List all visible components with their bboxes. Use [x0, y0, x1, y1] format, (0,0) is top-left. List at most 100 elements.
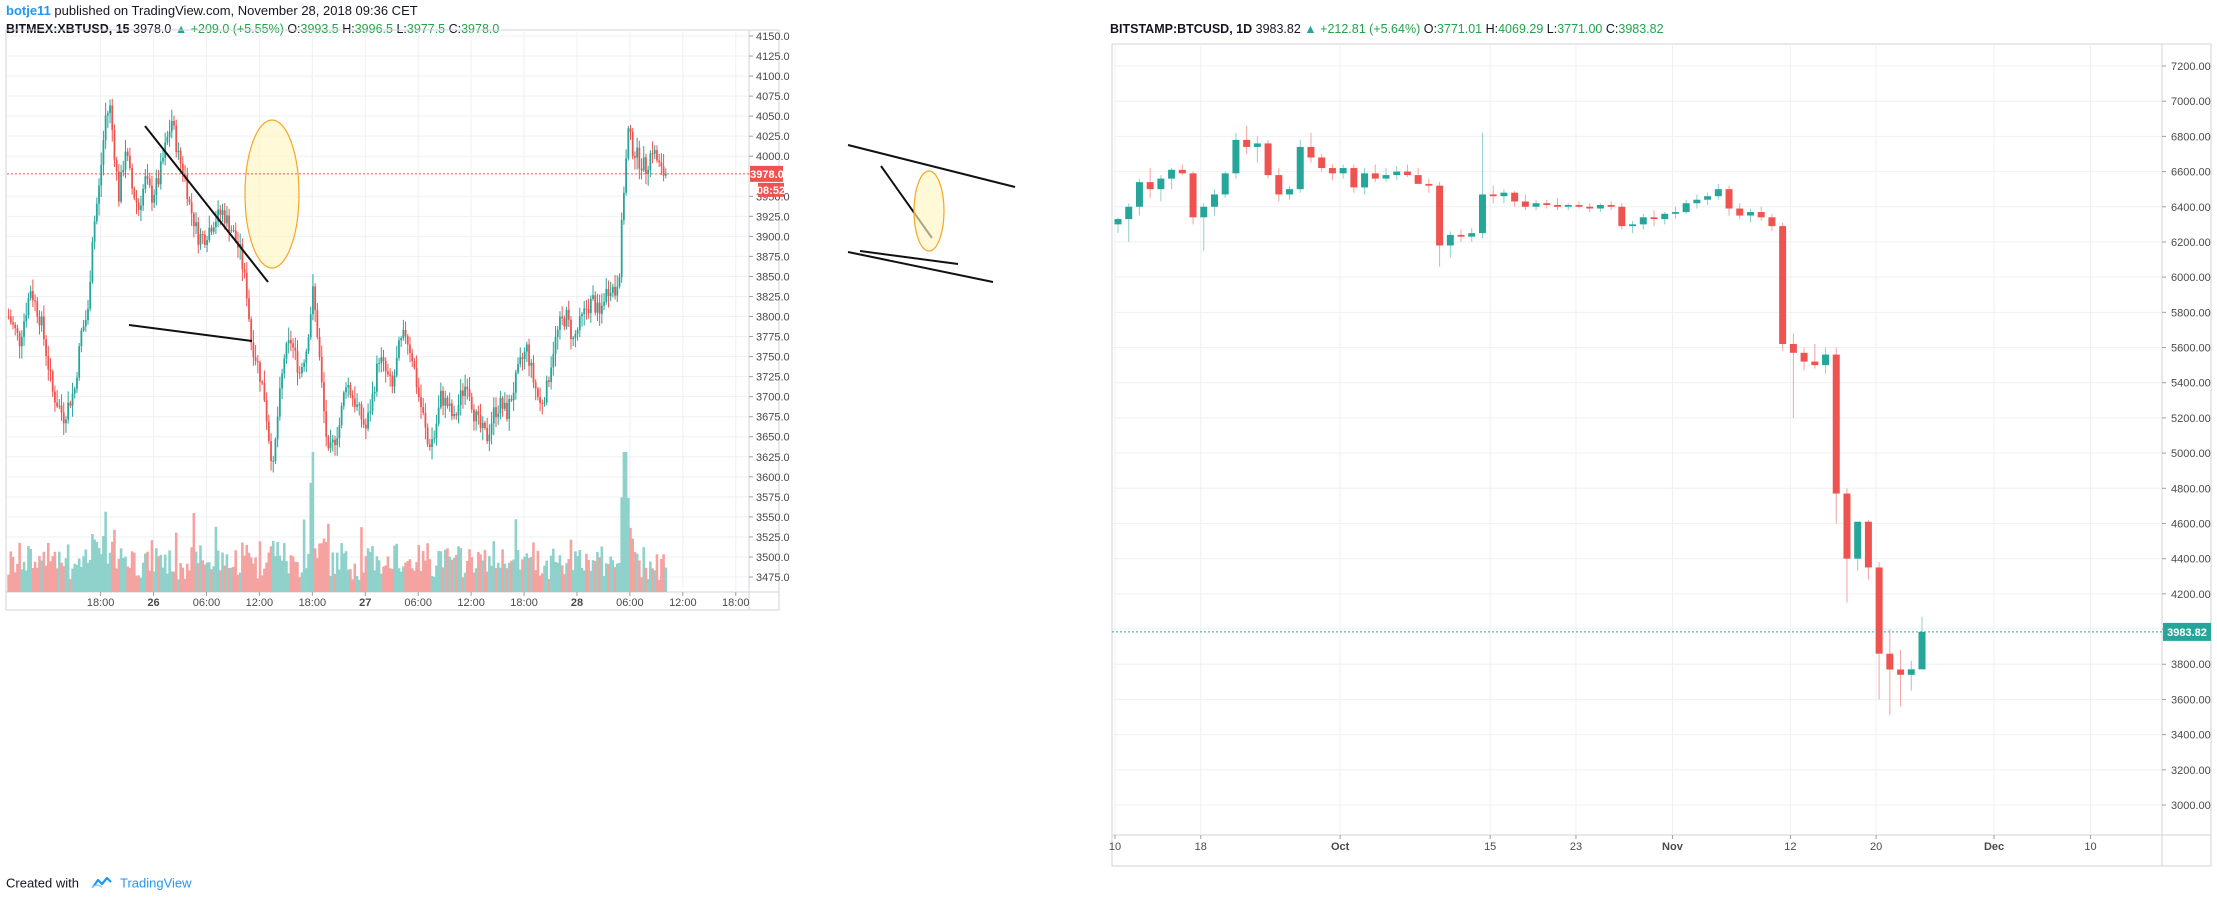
- left-volume-bar: [591, 560, 595, 592]
- right-candle-body: [1714, 189, 1722, 197]
- left-candle-body: [309, 314, 312, 338]
- left-ytick-label: 4000.0: [756, 151, 790, 163]
- right-ytick-label: 6200.00: [2171, 237, 2211, 249]
- left-candle-body: [609, 292, 612, 297]
- left-xtick-label: 18:00: [510, 597, 538, 609]
- left-candle-body: [217, 209, 220, 222]
- left-volume-bar: [316, 558, 319, 592]
- left-candle-body: [250, 319, 253, 343]
- left-candle-body: [636, 147, 639, 158]
- left-candle-body: [605, 288, 608, 302]
- right-candle-body: [1575, 205, 1583, 207]
- left-volume-bar: [223, 565, 227, 592]
- left-candle-body: [327, 436, 330, 449]
- left-volume-bar: [188, 570, 191, 592]
- right-high-label: H:: [1485, 22, 1499, 36]
- left-candle-body: [60, 405, 63, 413]
- left-open-label: O:: [287, 22, 301, 36]
- left-volume-bar: [351, 579, 354, 592]
- left-candle-body: [18, 332, 21, 347]
- right-close: 3983.82: [1618, 22, 1664, 36]
- right-xtick-label: Nov: [1662, 841, 1684, 853]
- left-candle-body: [80, 330, 83, 347]
- tradingview-link[interactable]: TradingView: [120, 875, 192, 891]
- left-volume-bar: [104, 511, 107, 592]
- left-candle-body: [415, 367, 418, 388]
- left-candle-body: [464, 386, 467, 397]
- left-candle-body: [653, 150, 656, 154]
- left-volume-bar: [243, 555, 246, 592]
- left-volume-bar: [22, 561, 26, 592]
- left-candle-body: [618, 277, 621, 287]
- left-volume-bar: [375, 556, 379, 592]
- left-volume-bar: [496, 562, 500, 592]
- left-chart[interactable]: 4150.0 4125.0 4100.0 4075.0 4050.0 4025.0 4000…: [5, 29, 1016, 611]
- left-volume-bar: [563, 574, 566, 592]
- left-volume-bar: [501, 549, 504, 592]
- right-candle-body: [1446, 234, 1454, 246]
- left-volume-bar: [585, 553, 588, 592]
- right-candle-body: [1897, 669, 1905, 675]
- left-volume-bar: [128, 567, 132, 592]
- left-candle-body: [228, 215, 231, 232]
- left-candle-body: [51, 371, 54, 392]
- right-ytick-label: 5000.00: [2171, 448, 2211, 460]
- left-candle-body: [67, 402, 70, 420]
- right-candle-body: [1864, 521, 1872, 568]
- left-candle-body: [554, 336, 557, 354]
- left-volume-bar: [130, 551, 134, 592]
- right-candle-body: [1832, 354, 1840, 494]
- left-candle-body: [627, 128, 630, 159]
- left-candle-body: [278, 388, 281, 417]
- left-candle-body: [155, 178, 158, 195]
- left-volume-bar: [49, 561, 52, 592]
- left-frame: [5, 29, 780, 611]
- left-candle-body: [34, 300, 36, 302]
- left-volume-bar: [84, 549, 88, 592]
- left-candle-body: [587, 309, 590, 314]
- author-link[interactable]: botje11: [6, 3, 51, 18]
- left-volume-bar: [360, 527, 363, 592]
- left-volume-bar: [172, 571, 176, 592]
- left-volume-bar: [161, 567, 165, 592]
- left-volume-bar: [483, 550, 487, 592]
- left-candle-body: [270, 441, 272, 462]
- left-candle-body: [234, 230, 237, 242]
- left-candle-body: [647, 169, 650, 174]
- left-candle-body: [287, 340, 290, 344]
- left-candle-body: [188, 199, 191, 203]
- left-candle-body: [387, 371, 389, 375]
- right-candle-body: [1382, 175, 1390, 179]
- left-volume-bar: [121, 558, 125, 592]
- left-candle-body: [159, 161, 162, 185]
- left-volume-bar: [413, 570, 416, 592]
- left-candle-body: [439, 390, 442, 408]
- left-volume-bar: [291, 556, 295, 592]
- left-candle-body: [393, 375, 396, 387]
- left-candle-body: [219, 209, 222, 215]
- left-candle-body: [230, 230, 233, 232]
- left-volume-bar: [470, 557, 474, 592]
- left-candle-body: [73, 388, 76, 394]
- left-volume-bar: [454, 555, 458, 592]
- left-volume-bar: [534, 570, 537, 592]
- left-volume-bar: [320, 543, 324, 592]
- left-candle-body: [448, 403, 451, 406]
- right-change: +212.81 (+5.64%): [1320, 22, 1421, 36]
- right-xtick-label: 10: [1109, 841, 1121, 853]
- left-volume-bar: [99, 554, 103, 592]
- left-candle-body: [117, 171, 120, 202]
- left-ytick-label: 4025.0: [756, 131, 790, 143]
- left-volume-bar: [271, 540, 275, 592]
- left-candle-body: [100, 164, 103, 186]
- left-volume-bar: [481, 560, 485, 592]
- left-candle-body: [177, 150, 180, 153]
- right-chart[interactable]: 7200.00 7000.00 6800.00 6600.00 6400.00 6200.…: [1109, 43, 2212, 867]
- left-volume-bar: [199, 545, 202, 592]
- left-volume-bar: [399, 571, 403, 592]
- right-open-label: O:: [1423, 22, 1437, 36]
- left-candle-body: [373, 391, 376, 394]
- left-volume-bar: [415, 562, 418, 592]
- right-last: 3983.82: [1255, 22, 1301, 36]
